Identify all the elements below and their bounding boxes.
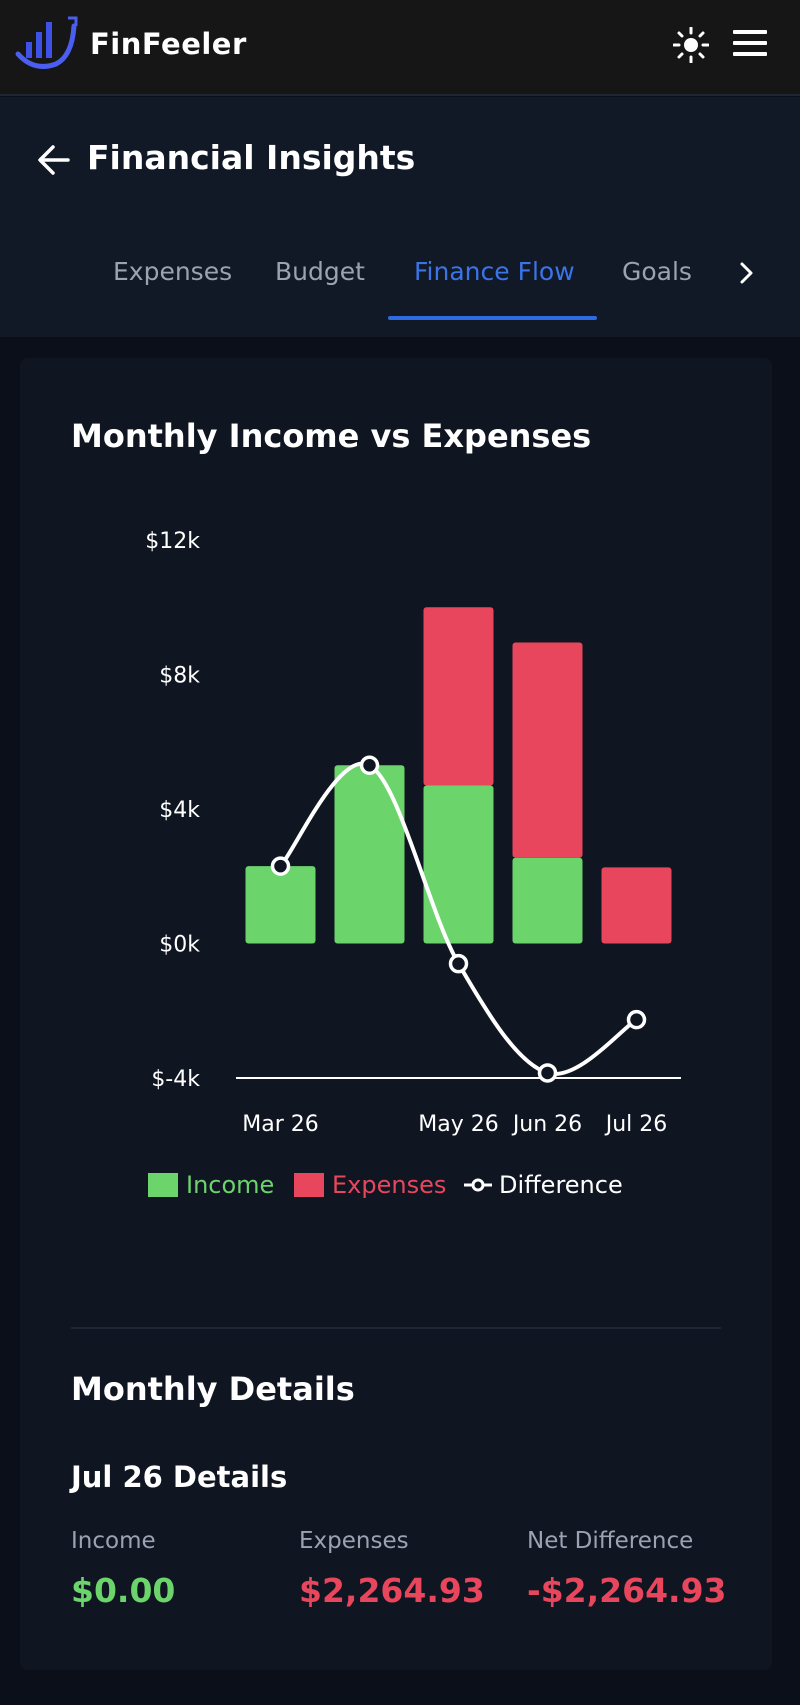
income-label: Income <box>71 1528 156 1554</box>
finfeeler-logo-icon[interactable] <box>12 14 80 70</box>
legend-income[interactable]: Income <box>148 1170 274 1200</box>
sun-icon[interactable] <box>673 27 709 63</box>
arrow-left-icon[interactable] <box>36 142 72 178</box>
tab-goals[interactable]: Goals <box>622 257 692 286</box>
income-swatch <box>148 1173 178 1197</box>
top-bar <box>0 0 800 96</box>
chart-title: Monthly Income vs Expenses <box>71 417 592 455</box>
active-tab-indicator <box>388 316 597 320</box>
legend-difference-label: Difference <box>499 1171 623 1199</box>
net-difference-value: -$2,264.93 <box>527 1571 727 1610</box>
chevron-right-icon[interactable] <box>735 258 759 288</box>
month-details-title: Jul 26 Details <box>71 1460 288 1494</box>
tab-expenses[interactable]: Expenses <box>113 257 233 286</box>
hamburger-menu-icon[interactable] <box>733 30 769 58</box>
section-divider <box>71 1327 721 1329</box>
income-value: $0.00 <box>71 1571 176 1610</box>
monthly-details-heading: Monthly Details <box>71 1370 355 1408</box>
expenses-label: Expenses <box>299 1528 409 1554</box>
net-difference-label: Net Difference <box>527 1528 694 1554</box>
tab-budget[interactable]: Budget <box>275 257 365 286</box>
legend-expenses-label: Expenses <box>332 1171 447 1199</box>
page-title: Financial Insights <box>87 138 416 177</box>
page-header <box>0 97 800 337</box>
difference-line-icon <box>464 1178 492 1192</box>
legend-expenses[interactable]: Expenses <box>294 1170 446 1200</box>
expenses-swatch <box>294 1173 324 1197</box>
legend-difference[interactable]: Difference <box>463 1170 623 1200</box>
brand-name[interactable]: FinFeeler <box>90 27 247 61</box>
tab-finance-flow[interactable]: Finance Flow <box>414 257 575 286</box>
legend-income-label: Income <box>186 1171 275 1199</box>
expenses-value: $2,264.93 <box>299 1571 485 1610</box>
